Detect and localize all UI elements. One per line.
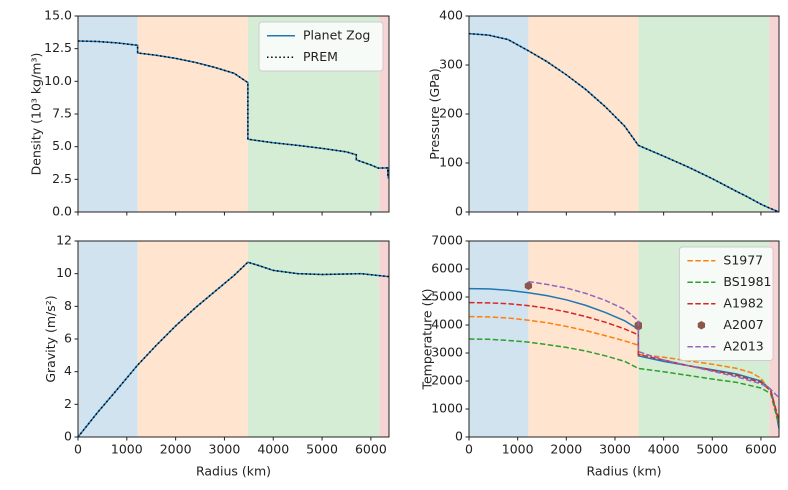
region-band bbox=[769, 16, 779, 212]
y-tick-label: 3000 bbox=[431, 345, 463, 360]
x-tick-label: 0 bbox=[465, 442, 473, 457]
y-axis-label: Gravity (m/s²) bbox=[43, 295, 58, 382]
region-band bbox=[78, 241, 138, 437]
region-band bbox=[78, 16, 138, 212]
data-line bbox=[468, 315, 780, 424]
y-axis-label: Density (10³ kg/m³) bbox=[29, 53, 44, 176]
legend-label: PREM bbox=[303, 49, 338, 64]
y-tick-label: 0 bbox=[64, 429, 72, 444]
subplot: 0 1000 2000 3000 4000 5000 6000 7000 0 1000 2000 30… bbox=[420, 233, 780, 479]
region-band bbox=[528, 16, 639, 212]
y-tick-label: 10 bbox=[56, 265, 72, 280]
y-tick-label: 7.5 bbox=[52, 106, 72, 121]
region-band bbox=[247, 241, 380, 437]
x-tick-label: 3000 bbox=[599, 442, 631, 457]
x-tick-label: 1000 bbox=[111, 442, 143, 457]
x-tick-label: 2000 bbox=[550, 442, 582, 457]
region-band bbox=[469, 16, 529, 212]
y-tick-label: 10.0 bbox=[44, 73, 72, 88]
x-tick-label: 4000 bbox=[648, 442, 680, 457]
y-tick-label: 8 bbox=[64, 298, 72, 313]
y-tick-label: 1000 bbox=[431, 401, 463, 416]
y-tick-label: 6000 bbox=[431, 261, 463, 276]
legend-label: A1982 bbox=[723, 295, 763, 310]
y-tick-label: 4000 bbox=[431, 317, 463, 332]
legend-box bbox=[678, 246, 774, 361]
x-tick-label: 5000 bbox=[696, 442, 728, 457]
y-tick-label: 2 bbox=[64, 396, 72, 411]
x-tick-label: 6000 bbox=[745, 442, 777, 457]
region-band bbox=[638, 16, 770, 212]
y-tick-label: 7000 bbox=[431, 233, 463, 248]
subplot: 0 100 200 300 400 Pressure (GPa) bbox=[427, 8, 780, 219]
region-band bbox=[769, 241, 779, 437]
y-tick-label: 400 bbox=[439, 8, 463, 23]
y-tick-label: 0 bbox=[455, 429, 463, 444]
region-band bbox=[137, 241, 248, 437]
subplot: 0 2 4 6 8 10 12 0 1000 2000 3000 4000 5000 6000 Gravit… bbox=[43, 233, 390, 479]
axes-frame bbox=[468, 240, 780, 438]
y-tick-label: 4 bbox=[64, 363, 72, 378]
region-band bbox=[528, 241, 639, 437]
y-tick-label: 2000 bbox=[431, 373, 463, 388]
y-tick-label: 12.5 bbox=[44, 40, 72, 55]
legend-label: Planet Zog bbox=[303, 27, 370, 42]
y-tick-label: 5000 bbox=[431, 289, 463, 304]
y-tick-label: 2.5 bbox=[52, 171, 72, 186]
legend-swatch bbox=[697, 321, 706, 330]
data-line bbox=[468, 338, 780, 426]
legend-label: S1977 bbox=[723, 252, 763, 267]
y-tick-label: 100 bbox=[439, 155, 463, 170]
x-tick-label: 6000 bbox=[355, 442, 387, 457]
y-tick-label: 300 bbox=[439, 57, 463, 72]
y-tick-label: 15.0 bbox=[44, 8, 72, 23]
x-tick-label: 4000 bbox=[257, 442, 289, 457]
x-tick-label: 3000 bbox=[209, 442, 241, 457]
x-tick-label: 5000 bbox=[306, 442, 338, 457]
x-tick-label: 0 bbox=[74, 442, 82, 457]
data-marker bbox=[634, 322, 642, 331]
y-tick-label: 0.0 bbox=[52, 204, 72, 219]
data-line bbox=[468, 301, 780, 421]
legend-label: A2007 bbox=[723, 317, 763, 332]
x-axis-label: Radius (km) bbox=[196, 464, 271, 479]
y-tick-label: 5.0 bbox=[52, 138, 72, 153]
y-tick-label: 0 bbox=[455, 204, 463, 219]
legend: S1977 BS1981 A1982 A2007 A2013 bbox=[678, 246, 774, 361]
x-axis-label: Radius (km) bbox=[586, 464, 661, 479]
legend: Planet Zog PREM bbox=[258, 21, 384, 72]
y-tick-label: 200 bbox=[439, 106, 463, 121]
y-tick-label: 6 bbox=[64, 331, 72, 346]
region-band bbox=[137, 16, 248, 212]
legend-box bbox=[258, 21, 384, 72]
y-tick-label: 12 bbox=[56, 233, 72, 248]
legend-label: BS1981 bbox=[723, 274, 771, 289]
legend-label: A2013 bbox=[723, 338, 763, 353]
data-line bbox=[468, 287, 780, 429]
y-axis-label: Pressure (GPa) bbox=[427, 68, 442, 159]
region-band bbox=[379, 241, 389, 437]
subplot: 0.0 2.5 5.0 7.5 10.0 12.5 15.0 Density (10³ kg/… bbox=[29, 8, 390, 219]
data-line bbox=[77, 40, 390, 179]
data-line bbox=[77, 261, 390, 438]
x-tick-label: 1000 bbox=[502, 442, 534, 457]
data-marker bbox=[524, 281, 533, 290]
y-axis-label: Temperature (K) bbox=[420, 288, 435, 390]
region-band bbox=[379, 16, 389, 212]
data-line bbox=[468, 32, 780, 213]
x-tick-label: 2000 bbox=[160, 442, 192, 457]
